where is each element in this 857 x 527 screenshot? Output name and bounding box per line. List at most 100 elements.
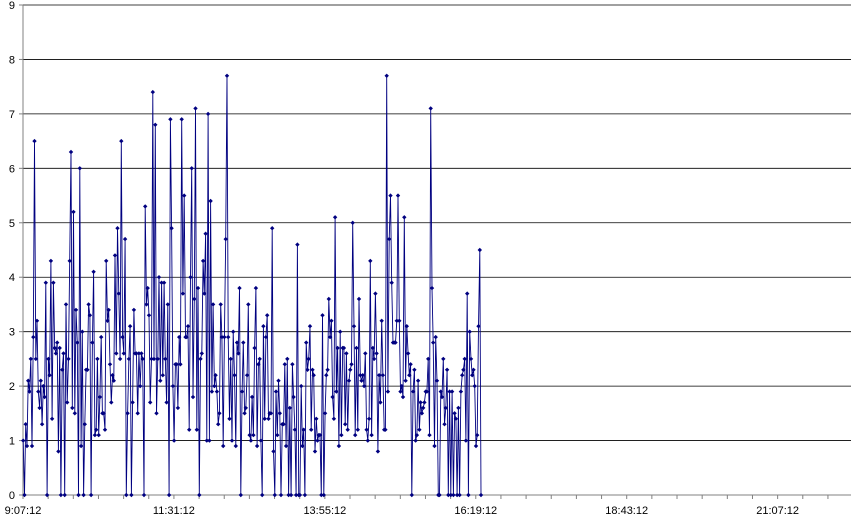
data-point <box>99 334 104 340</box>
data-point <box>394 318 399 324</box>
data-point <box>389 280 394 285</box>
data-point <box>178 362 183 367</box>
data-point <box>330 394 335 400</box>
data-point <box>144 302 149 307</box>
data-point <box>376 373 382 378</box>
data-point <box>122 236 128 242</box>
data-point <box>458 389 464 394</box>
data-point <box>111 378 116 383</box>
data-point <box>358 373 363 378</box>
data-point <box>283 443 289 449</box>
data-point <box>368 258 373 264</box>
data-point <box>60 367 65 373</box>
data-point <box>467 329 472 334</box>
data-point <box>135 411 140 416</box>
data-point <box>261 324 266 329</box>
data-point <box>472 383 477 389</box>
data-point <box>309 427 314 432</box>
data-point <box>143 204 148 209</box>
data-point <box>124 492 129 498</box>
data-point <box>164 400 169 405</box>
data-point <box>331 416 337 422</box>
data-point <box>224 73 230 78</box>
data-point <box>95 356 100 362</box>
data-point <box>413 438 418 443</box>
data-point <box>366 416 372 422</box>
data-point <box>404 324 409 329</box>
data-point <box>148 400 153 405</box>
data-point <box>112 253 118 258</box>
data-point <box>299 383 304 389</box>
data-point <box>398 389 403 394</box>
data-point <box>266 416 271 422</box>
data-point <box>106 307 111 313</box>
data-point <box>21 438 26 443</box>
data-point <box>477 247 482 253</box>
data-point <box>213 373 218 378</box>
data-point <box>426 356 431 362</box>
data-point <box>102 427 108 432</box>
data-point <box>55 340 60 345</box>
data-point <box>24 443 30 449</box>
data-point <box>281 422 286 427</box>
data-point <box>339 432 344 438</box>
data-point <box>170 383 176 389</box>
data-point <box>384 73 389 78</box>
data-point <box>260 492 265 498</box>
y-tick-label: 7 <box>9 109 15 121</box>
data-point <box>194 427 199 432</box>
data-point <box>175 405 181 411</box>
data-point <box>419 411 425 416</box>
data-point <box>291 394 296 400</box>
data-point <box>185 324 191 329</box>
data-point <box>456 405 461 411</box>
data-point <box>388 193 393 198</box>
data-point <box>254 443 260 449</box>
data-point <box>399 383 404 389</box>
data-point <box>80 329 85 334</box>
data-point <box>188 275 193 280</box>
data-point <box>432 443 437 449</box>
data-point <box>344 351 349 356</box>
data-point <box>253 285 259 291</box>
data-point <box>462 356 467 362</box>
data-point <box>29 443 35 449</box>
data-point <box>262 416 267 422</box>
data-point <box>36 389 41 394</box>
data-point <box>402 215 407 220</box>
data-point <box>354 345 359 351</box>
data-point <box>315 438 320 443</box>
data-point <box>44 492 50 498</box>
series-line-0 <box>22 75 482 496</box>
data-point <box>114 351 119 356</box>
data-point <box>374 351 379 356</box>
data-point <box>378 400 383 405</box>
data-point <box>208 198 213 204</box>
data-point <box>442 422 447 427</box>
data-point <box>42 394 47 400</box>
data-point <box>334 389 339 394</box>
data-point <box>335 345 340 351</box>
data-point <box>427 432 432 438</box>
data-point <box>380 373 386 378</box>
data-point <box>434 378 440 383</box>
data-point <box>319 492 324 498</box>
data-point <box>422 400 427 405</box>
data-point <box>47 373 52 378</box>
data-point <box>263 334 269 340</box>
data-point <box>217 411 222 416</box>
data-point <box>345 427 350 432</box>
data-point <box>244 373 250 378</box>
data-point <box>31 334 36 340</box>
data-point <box>466 492 471 498</box>
data-point <box>134 351 139 356</box>
data-point <box>317 432 323 438</box>
data-point <box>346 378 352 383</box>
data-point <box>454 492 460 498</box>
data-point <box>205 111 211 117</box>
data-point <box>218 302 223 307</box>
data-point <box>286 492 291 498</box>
data-point <box>252 345 257 351</box>
data-point <box>26 378 31 383</box>
data-point <box>307 324 313 329</box>
